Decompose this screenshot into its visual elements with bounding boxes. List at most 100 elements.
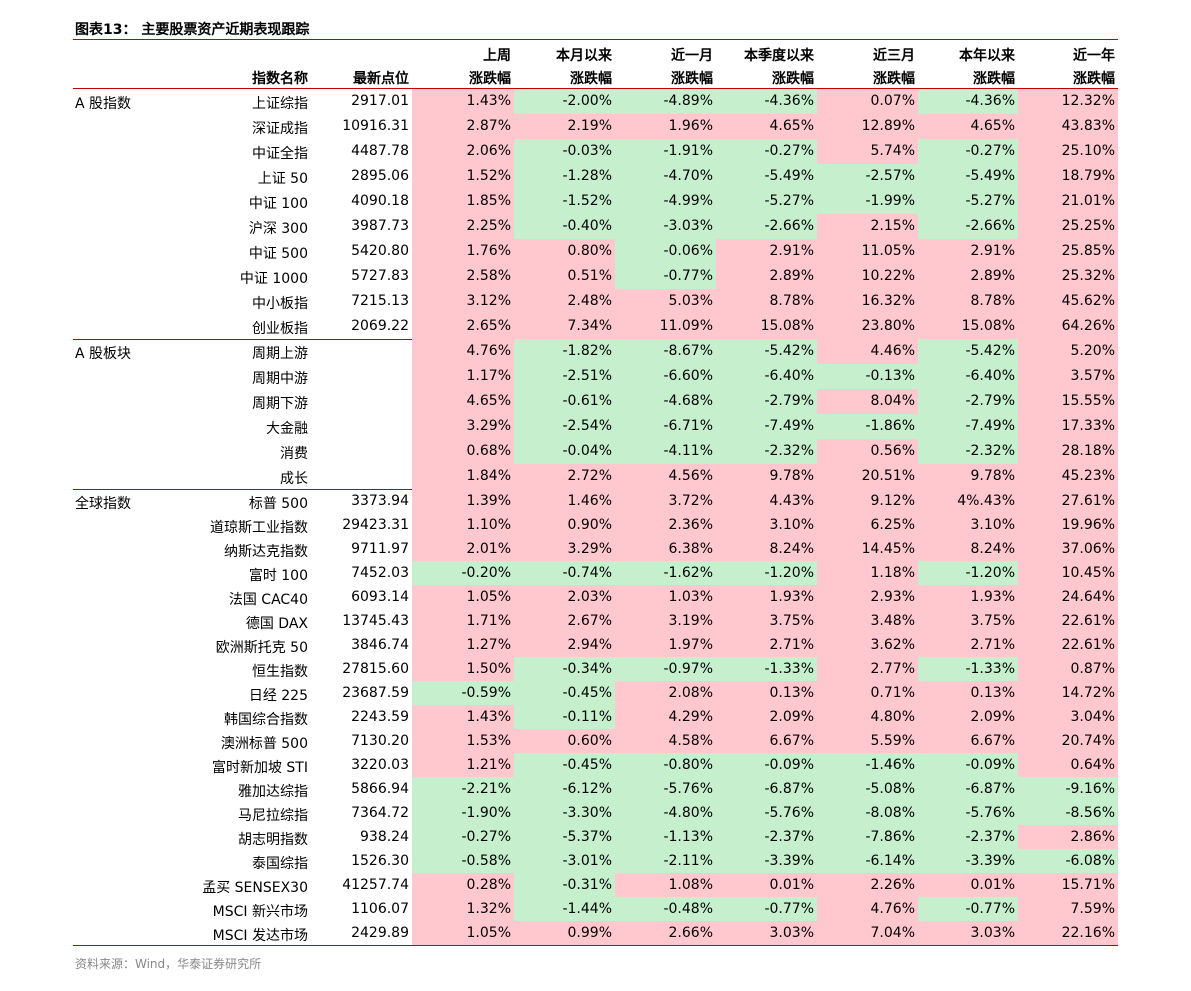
change-cell: 9.78% [918,464,1018,489]
column-header: 本年以来 [959,48,1015,64]
change-cell: 1.05% [412,921,514,945]
change-cell: 6.67% [716,729,817,753]
column-header: 本季度以来 [744,48,814,64]
change-cell: -2.11% [615,849,716,873]
column-header: 指数名称 [252,71,308,87]
row-name: 恒生指数 [252,664,308,680]
change-cell: 9.12% [817,489,918,513]
column-header: 上周 [483,48,511,64]
change-cell: 7.34% [514,314,615,339]
change-cell: -0.11% [514,705,615,729]
change-cell: 2.25% [412,214,514,239]
row-name: 上证 50 [257,171,308,187]
change-cell: 2.09% [716,705,817,729]
change-cell: 18.79% [1018,164,1118,189]
change-cell: 1.84% [412,464,514,489]
change-cell: 0.64% [1018,753,1118,777]
change-cell: 2.67% [514,609,615,633]
change-cell: 1.39% [412,489,514,513]
row-name: 法国 CAC40 [228,592,308,608]
change-cell: 5.74% [817,139,918,164]
change-cell: -6.60% [615,364,716,389]
change-cell: -3.03% [615,214,716,239]
change-cell: -9.16% [1018,777,1118,801]
change-cell: 1.50% [412,657,514,681]
row-name: 中小板指 [252,296,308,312]
row-name: 富时 100 [248,568,308,584]
change-cell: -1.90% [412,801,514,825]
change-cell: 22.16% [1018,921,1118,945]
change-cell: -1.99% [817,189,918,214]
change-cell: -7.86% [817,825,918,849]
change-cell: -2.57% [817,164,918,189]
change-cell: 25.85% [1018,239,1118,264]
change-cell: 0.68% [412,439,514,464]
change-cell: 2.91% [716,239,817,264]
change-cell: -3.30% [514,801,615,825]
change-cell: 1.43% [412,705,514,729]
last-value: 7215.13 [351,293,409,309]
change-cell: 0.60% [514,729,615,753]
change-cell: -2.54% [514,414,615,439]
change-cell: 8.04% [817,389,918,414]
change-cell: 3.48% [817,609,918,633]
row-name: 大金融 [266,421,308,437]
change-cell: 45.23% [1018,464,1118,489]
change-cell: 3.03% [716,921,817,945]
last-value: 5727.83 [351,268,409,284]
change-cell: 1.97% [615,633,716,657]
change-cell: 1.93% [918,585,1018,609]
change-cell: 4%.43% [918,489,1018,513]
change-cell: 4.46% [817,339,918,364]
change-cell: 2.71% [918,633,1018,657]
change-cell: 3.75% [716,609,817,633]
change-cell: -2.79% [716,389,817,414]
change-cell: 1.32% [412,897,514,921]
last-value: 2069.22 [351,318,409,334]
row-name: 沪深 300 [248,221,308,237]
last-value: 23687.59 [342,685,409,701]
change-cell: 7.59% [1018,897,1118,921]
change-cell: 1.21% [412,753,514,777]
change-cell: -2.21% [412,777,514,801]
change-cell: -5.76% [918,801,1018,825]
change-cell: -6.40% [918,364,1018,389]
change-cell: 4.80% [817,705,918,729]
row-name: 道琼斯工业指数 [210,520,308,536]
change-cell: -0.09% [716,753,817,777]
change-cell: 8.24% [918,537,1018,561]
last-value: 7364.72 [351,805,409,821]
change-cell: 0.13% [918,681,1018,705]
last-value: 3220.03 [351,757,409,773]
change-cell: 5.20% [1018,339,1118,364]
change-cell: 1.17% [412,364,514,389]
row-name: 中证 500 [248,246,308,262]
change-cell: 4.65% [716,114,817,139]
change-cell: 24.64% [1018,585,1118,609]
last-value: 2917.01 [351,93,409,109]
change-cell: -3.39% [918,849,1018,873]
change-cell: -1.20% [918,561,1018,585]
change-cell: -5.49% [918,164,1018,189]
last-value: 2895.06 [351,168,409,184]
row-name: 标普 500 [248,496,308,512]
change-cell: 0.56% [817,439,918,464]
change-cell: 4.58% [615,729,716,753]
change-cell: -7.49% [918,414,1018,439]
column-header: 涨跌幅 [671,71,713,87]
change-cell: 20.74% [1018,729,1118,753]
change-cell: 2.15% [817,214,918,239]
change-cell: -8.08% [817,801,918,825]
change-cell: 1.93% [716,585,817,609]
change-cell: 6.67% [918,729,1018,753]
change-cell: 7.04% [817,921,918,945]
change-cell: 2.58% [412,264,514,289]
change-cell: 2.89% [716,264,817,289]
change-cell: 2.19% [514,114,615,139]
change-cell: 0.01% [918,873,1018,897]
change-cell: -0.34% [514,657,615,681]
row-name: 胡志明指数 [238,832,308,848]
change-cell: 1.27% [412,633,514,657]
change-cell: -0.97% [615,657,716,681]
change-cell: -2.37% [716,825,817,849]
